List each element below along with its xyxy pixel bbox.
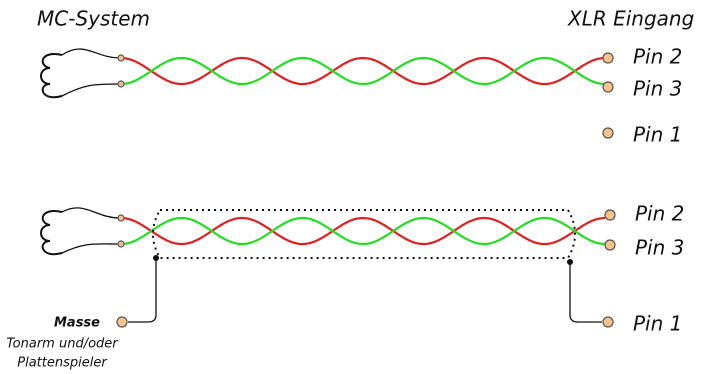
coil [40, 53, 63, 99]
pin [604, 239, 616, 251]
pin-label: Pin 2 [633, 45, 682, 69]
pin-label: Pin 1 [633, 123, 682, 147]
twisted-wire [120, 216, 606, 246]
junction [567, 259, 573, 265]
terminal [117, 80, 125, 88]
coil-leads [61, 48, 121, 97]
pin [602, 316, 614, 328]
pin-label: Pin 3 [633, 77, 682, 101]
pin [602, 52, 614, 64]
ground-wire [569, 262, 602, 323]
pin [604, 209, 616, 221]
ground-wire [128, 258, 157, 323]
ground-label: Masse [54, 316, 100, 331]
coil [40, 210, 63, 256]
ground-note: Plattenspieler [17, 356, 108, 371]
twisted-wire [120, 56, 606, 86]
pin-label: Pin 2 [635, 202, 684, 226]
twisted-wire [120, 56, 606, 86]
pin [602, 127, 614, 139]
twisted-wire [120, 216, 606, 246]
mc-system-label: MC-System [37, 7, 150, 31]
xlr-label: XLR Eingang [567, 7, 694, 31]
pin-label: Pin 1 [633, 312, 682, 336]
ground-note: Tonarm und/oder [6, 337, 119, 352]
junction [153, 255, 159, 261]
pin [602, 81, 614, 93]
coil-leads [61, 207, 121, 254]
ground-pin [116, 316, 128, 328]
terminal [117, 240, 125, 248]
terminal [117, 54, 125, 62]
pin-label: Pin 3 [635, 236, 684, 260]
terminal [117, 214, 125, 222]
